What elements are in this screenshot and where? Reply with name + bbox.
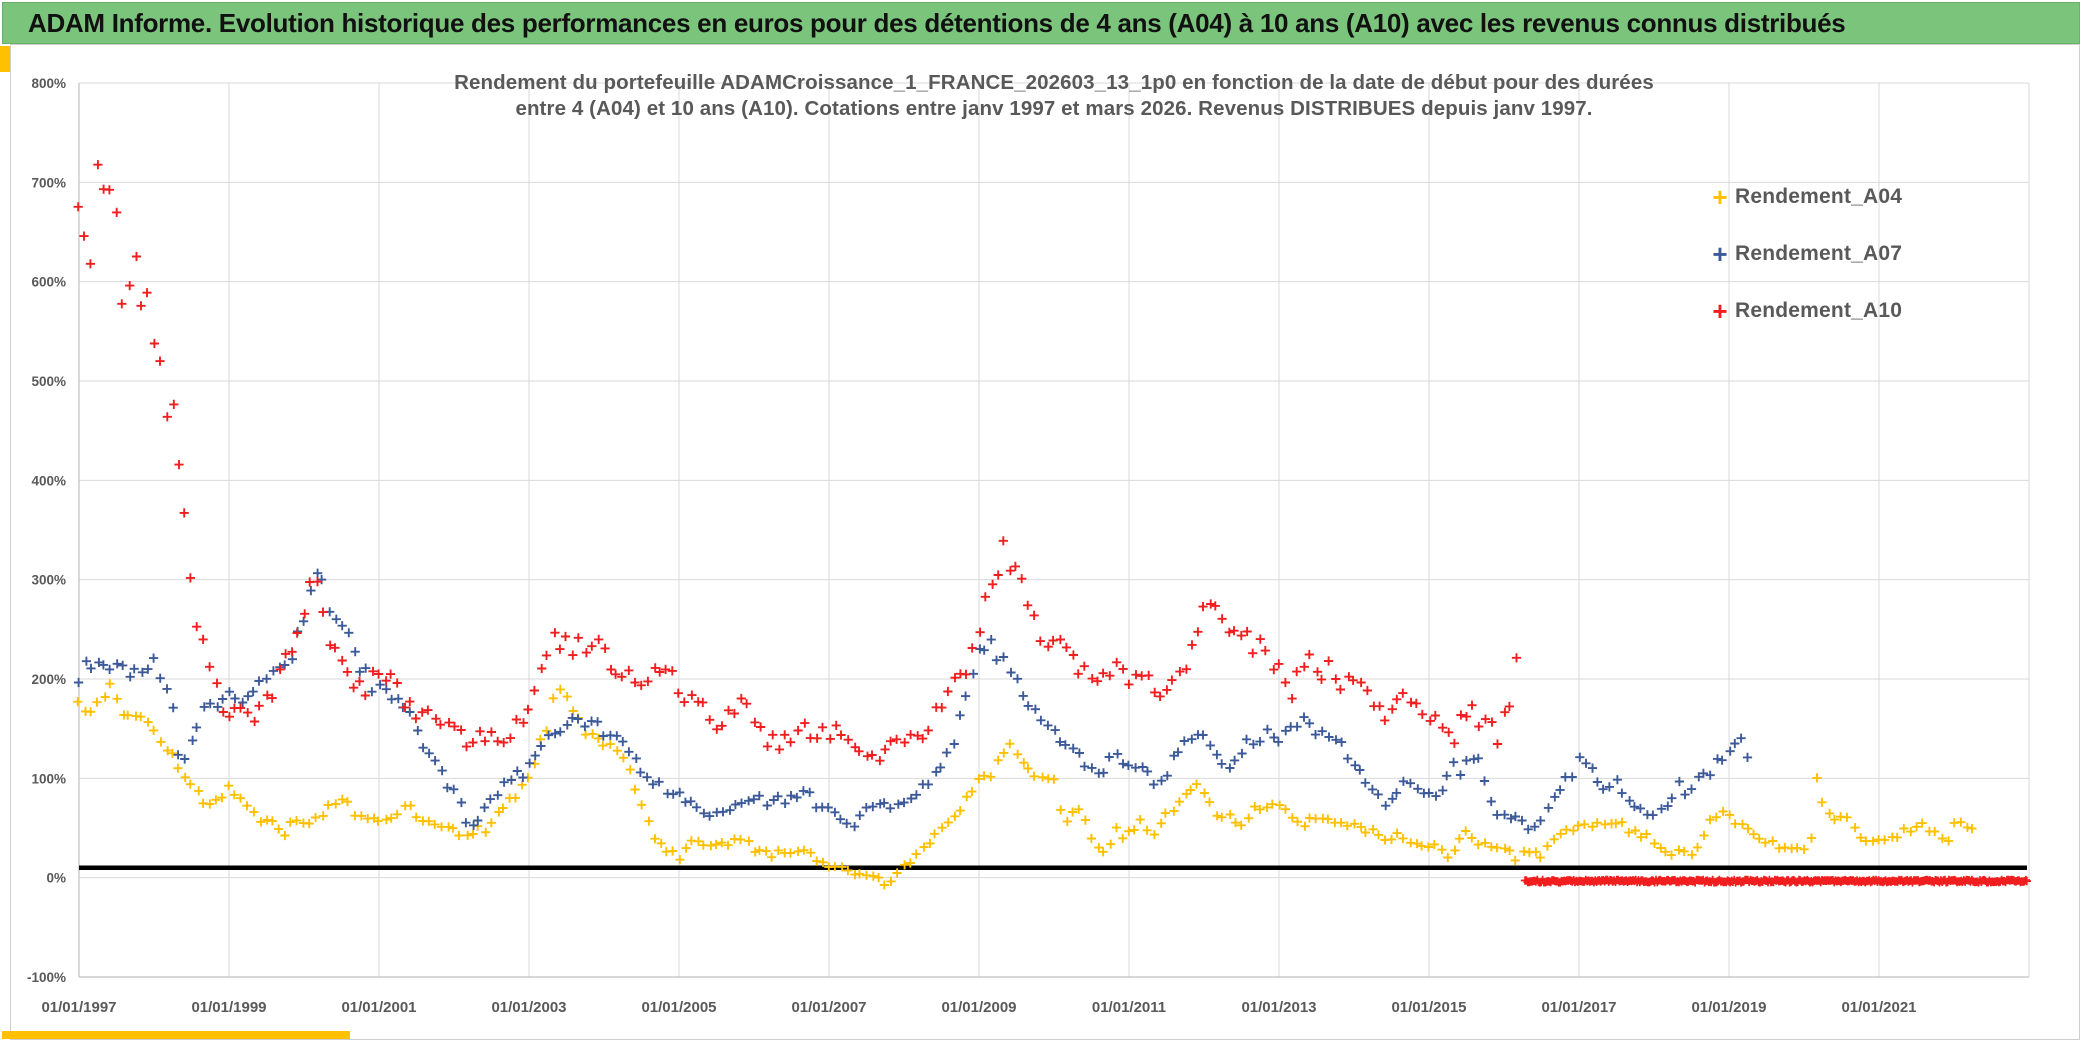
window-title-bar: ADAM Informe. Evolution historique des p… — [2, 2, 2080, 44]
x-axis-tick-label: 01/01/2011 — [1092, 999, 1166, 1016]
y-axis-tick-label: 600% — [31, 275, 66, 290]
gold-accent-top-left — [0, 46, 10, 72]
series-rendement_a10-flat-segment — [1520, 875, 2031, 887]
legend-item-rendement-a07[interactable]: + Rendement_A07 — [1705, 225, 1902, 282]
plus-marker-icon: + — [1712, 181, 1728, 212]
chart-title-line2: entre 4 (A04) et 10 ans (A10). Cotations… — [515, 97, 1593, 120]
y-axis-tick-label: 400% — [31, 473, 66, 488]
gold-accent-bottom — [2, 1031, 350, 1039]
y-axis-tick-label: 700% — [31, 175, 66, 190]
y-axis-tick-label: -100% — [27, 970, 66, 985]
x-axis-tick-label: 01/01/2013 — [1241, 999, 1316, 1016]
y-axis-tick-label: 100% — [31, 771, 66, 786]
x-axis-tick-label: 01/01/2007 — [791, 999, 866, 1016]
x-axis-tick-label: 01/01/2001 — [341, 999, 416, 1016]
y-axis-tick-label: 300% — [31, 573, 66, 588]
x-axis-tick-label: 01/01/2015 — [1391, 999, 1466, 1016]
legend-label: Rendement_A04 — [1735, 184, 1903, 208]
series-rendement_a07 — [74, 568, 1753, 834]
legend-item-rendement-a04[interactable]: + Rendement_A04 — [1705, 168, 1902, 225]
window-title: ADAM Informe. Evolution historique des p… — [28, 8, 1846, 38]
x-axis-tick-label: 01/01/2017 — [1541, 999, 1616, 1016]
plus-marker-icon: + — [1712, 295, 1728, 326]
y-axis-tick-label: 500% — [31, 374, 66, 389]
y-axis-tick-label: 800% — [31, 76, 66, 91]
legend: + Rendement_A04 + Rendement_A07 + Rendem… — [1705, 168, 1902, 339]
chart-title: Rendement du portefeuille ADAMCroissance… — [254, 70, 1854, 122]
x-axis-tick-label: 01/01/2021 — [1841, 999, 1916, 1016]
x-axis-tick-label: 01/01/2003 — [491, 999, 566, 1016]
plus-marker-icon: + — [1712, 238, 1728, 269]
x-axis-tick-label: 01/01/2005 — [641, 999, 716, 1016]
y-axis-tick-label: 200% — [31, 672, 66, 687]
chart-area[interactable] — [10, 44, 2080, 1040]
legend-label: Rendement_A10 — [1735, 298, 1903, 322]
x-axis-tick-label: 01/01/1997 — [41, 999, 116, 1016]
legend-item-rendement-a10[interactable]: + Rendement_A10 — [1705, 282, 1902, 339]
series-rendement_a04 — [73, 679, 1977, 890]
x-axis-tick-label: 01/01/1999 — [191, 999, 266, 1016]
x-axis-tick-label: 01/01/2009 — [941, 999, 1016, 1016]
y-axis-tick-label: 0% — [46, 871, 66, 886]
x-axis-tick-label: 01/01/2019 — [1691, 999, 1766, 1016]
chart-title-line1: Rendement du portefeuille ADAMCroissance… — [454, 71, 1654, 94]
series-rendement_a10 — [73, 160, 1522, 766]
legend-label: Rendement_A07 — [1735, 241, 1903, 265]
